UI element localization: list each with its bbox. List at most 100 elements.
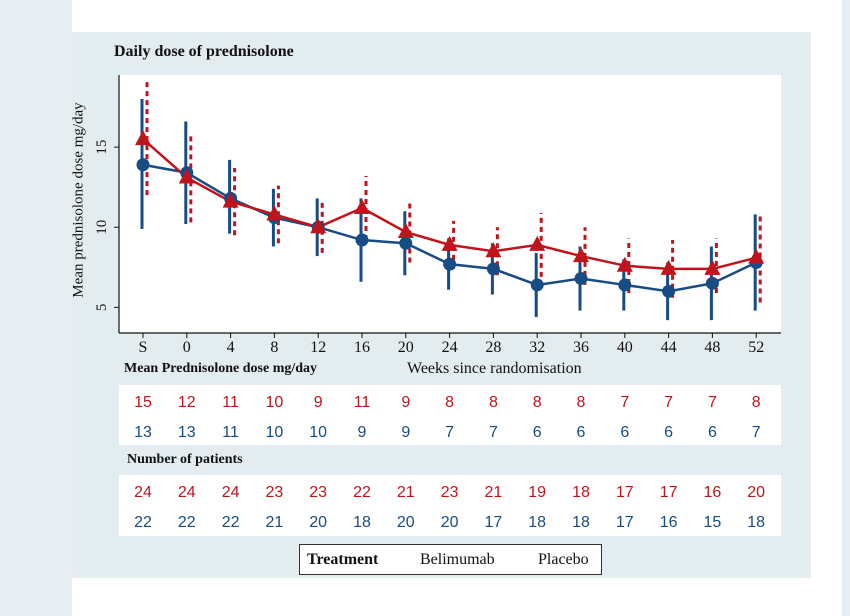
dose-table-title: Mean Prednisolone dose mg/day <box>124 361 318 376</box>
patients-cell-placebo: 23 <box>440 484 459 501</box>
patients-row-placebo: 24 24 24 23 23 22 21 23 21 19 18 17 17 16 20 <box>119 483 781 503</box>
placebo-point <box>748 248 765 264</box>
dose-cell-belimumab: 7 <box>751 424 761 441</box>
patients-cell-belimumab: 20 <box>440 514 459 531</box>
x-axis-label: Weeks since randomisation <box>407 360 582 377</box>
patients-cell-belimumab: 20 <box>309 514 328 531</box>
dose-cell-belimumab: 13 <box>134 424 152 441</box>
y-tick-label: 10 <box>94 220 110 235</box>
belimumab-point <box>530 278 544 292</box>
dose-cell-belimumab: 11 <box>222 424 239 441</box>
dose-cell-placebo: 8 <box>445 394 455 411</box>
patients-cell-placebo: 23 <box>309 484 328 501</box>
x-tick-label: 8 <box>270 339 278 356</box>
patients-table: 24 24 24 23 23 22 21 23 21 19 18 17 17 16 20 22 22 22 21 2… <box>119 475 781 536</box>
dose-cell-belimumab: 7 <box>445 424 455 441</box>
legend: Treatment Belimumab Placebo <box>299 544 602 575</box>
patients-cell-placebo: 23 <box>265 484 284 501</box>
patients-cell-belimumab: 22 <box>221 514 240 531</box>
patients-cell-belimumab: 18 <box>528 514 547 531</box>
patients-cell-belimumab: 16 <box>659 514 678 531</box>
dose-cell-belimumab: 6 <box>620 424 630 441</box>
placebo-point <box>616 256 633 272</box>
dose-cell-belimumab: 6 <box>576 424 586 441</box>
placebo-point <box>485 242 502 258</box>
dose-cell-placebo: 9 <box>401 394 411 411</box>
dose-cell-belimumab: 6 <box>707 424 717 441</box>
x-tick-label: 4 <box>227 339 235 356</box>
belimumab-point <box>705 276 719 290</box>
patients-cell-placebo: 17 <box>615 484 634 501</box>
series-layer <box>135 81 765 321</box>
patients-cell-belimumab: 18 <box>747 514 766 531</box>
dose-cell-placebo: 8 <box>576 394 586 411</box>
placebo-point <box>310 218 327 234</box>
placebo-point <box>178 168 195 184</box>
dose-table: 15 12 11 10 9 11 9 8 8 8 8 7 7 7 8 13 13 11 10 10 9 9 7 7 6 6 6 6 6… <box>119 385 781 445</box>
x-tick-label: 16 <box>354 339 370 356</box>
patients-cell-belimumab: 17 <box>484 514 503 531</box>
dose-cell-placebo: 11 <box>222 394 239 411</box>
belimumab-point <box>662 284 676 298</box>
patients-cell-placebo: 21 <box>396 484 415 501</box>
dose-row-belimumab: 13 13 11 10 10 9 9 7 7 6 6 6 6 6 7 <box>119 423 781 443</box>
patients-cell-belimumab: 21 <box>265 514 284 531</box>
x-tick-label: 24 <box>442 339 458 356</box>
dose-cell-placebo: 8 <box>532 394 542 411</box>
patients-row-belimumab: 22 22 22 21 20 18 20 20 17 18 18 17 16 15 18 <box>119 513 781 533</box>
x-tick-label: 20 <box>398 339 414 356</box>
x-tick-label: 44 <box>661 339 677 356</box>
dose-cell-belimumab: 10 <box>265 424 284 441</box>
patients-cell-placebo: 24 <box>134 484 152 501</box>
patients-cell-belimumab: 22 <box>177 514 196 531</box>
dose-cell-placebo: 7 <box>664 394 674 411</box>
belimumab-point <box>355 233 369 247</box>
patients-cell-placebo: 19 <box>528 484 547 501</box>
belimumab-point <box>574 272 588 286</box>
x-tick-label: 28 <box>485 339 501 356</box>
placebo-point <box>704 259 721 275</box>
dose-cell-belimumab: 6 <box>532 424 542 441</box>
dose-cell-placebo: 15 <box>134 394 152 411</box>
dose-cell-belimumab: 6 <box>664 424 674 441</box>
belimumab-point <box>399 236 413 250</box>
placebo-point <box>660 259 677 275</box>
dose-cell-placebo: 11 <box>353 394 371 411</box>
patients-cell-belimumab: 17 <box>615 514 634 531</box>
placebo-point <box>266 205 283 221</box>
dose-cell-placebo: 8 <box>488 394 498 411</box>
placebo-point <box>397 223 414 239</box>
dose-cell-placebo: 7 <box>620 394 630 411</box>
dose-cell-belimumab: 9 <box>357 424 367 441</box>
x-tick-label: 32 <box>529 339 545 356</box>
x-tick-label: 12 <box>310 339 326 356</box>
patients-cell-belimumab: 18 <box>572 514 590 531</box>
placebo-point <box>529 235 546 251</box>
dose-cell-placebo: 8 <box>751 394 761 411</box>
placebo-point <box>354 199 370 215</box>
legend-label-belimumab: Belimumab <box>420 551 495 568</box>
x-tick-label: 48 <box>704 339 720 356</box>
patients-cell-placebo: 18 <box>572 484 590 501</box>
patients-cell-placebo: 16 <box>703 484 722 501</box>
belimumab-point <box>136 158 150 172</box>
patients-cell-placebo: 22 <box>353 484 371 501</box>
patients-cell-belimumab: 18 <box>353 514 371 531</box>
patients-cell-placebo: 21 <box>484 484 503 501</box>
belimumab-point <box>443 257 457 271</box>
x-tick-label: 40 <box>617 339 633 356</box>
y-tick-label: 5 <box>94 304 110 312</box>
legend-label-placebo: Placebo <box>538 551 589 568</box>
dose-cell-belimumab: 10 <box>309 424 328 441</box>
placebo-point <box>441 235 458 251</box>
belimumab-point <box>486 262 500 276</box>
dose-cell-belimumab: 13 <box>177 424 196 441</box>
dose-cell-placebo: 7 <box>707 394 717 411</box>
x-tick-label: 36 <box>573 339 589 356</box>
dose-cell-placebo: 10 <box>265 394 284 411</box>
patients-table-title: Number of patients <box>127 452 243 467</box>
placebo-point <box>135 130 151 146</box>
patients-cell-placebo: 17 <box>659 484 678 501</box>
